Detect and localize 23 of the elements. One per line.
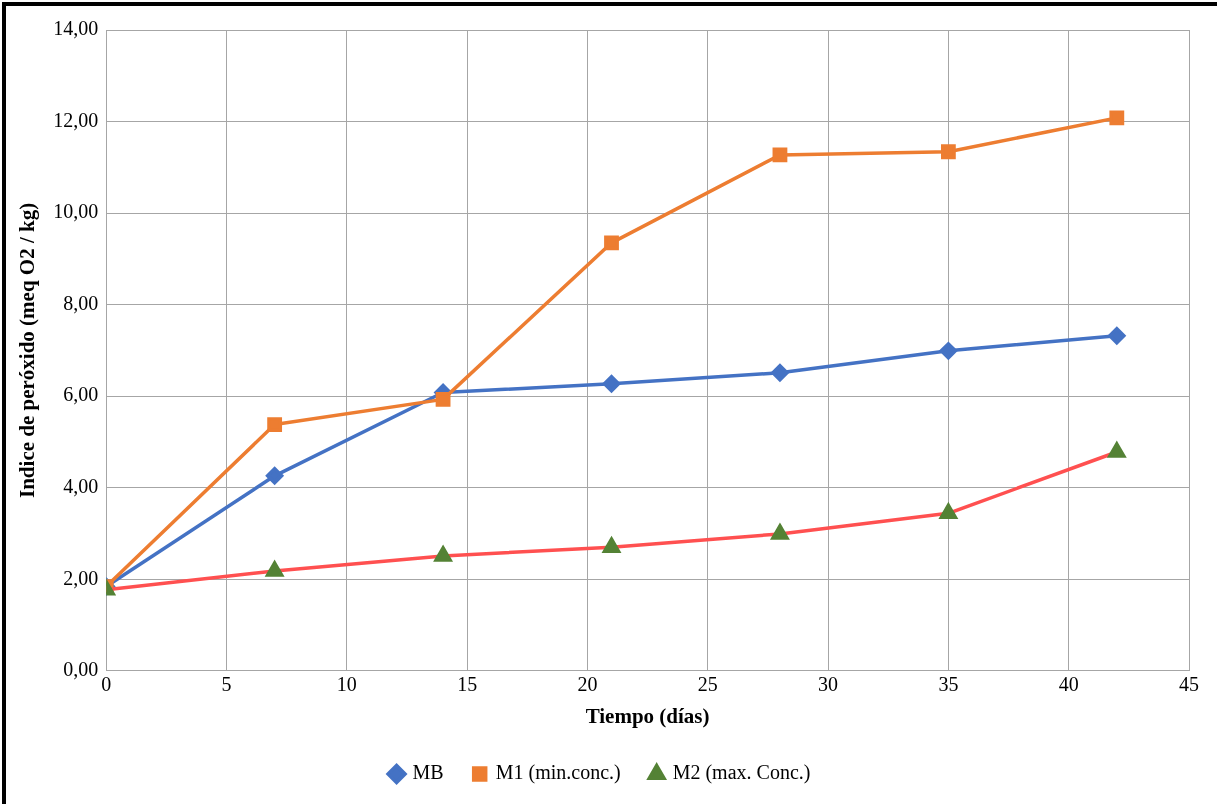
y-tick-label: 0,00	[63, 658, 99, 681]
x-axis-title: Tiempo (días)	[585, 703, 710, 728]
legend-label: M1 (min.conc.)	[495, 761, 621, 785]
x-tick-label: 5	[221, 673, 232, 696]
x-tick-label: 20	[577, 673, 598, 696]
y-tick-label: 2,00	[63, 566, 99, 589]
y-tick-label: 10,00	[53, 200, 99, 223]
x-tick-label: 10	[336, 673, 357, 696]
x-tick-label: 15	[457, 673, 478, 696]
y-tick-label: 4,00	[63, 474, 99, 497]
legend-label: M2 (max. Conc.)	[672, 761, 811, 785]
x-tick-label: 0	[101, 673, 112, 696]
x-tick-label: 40	[1058, 673, 1079, 696]
y-tick-label: 14,00	[53, 17, 99, 40]
x-tick-label: 35	[938, 673, 959, 696]
y-tick-label: 12,00	[53, 108, 99, 131]
x-tick-label: 25	[697, 673, 718, 696]
x-tick-label: 30	[818, 673, 839, 696]
legend-label: MB	[412, 761, 444, 784]
y-axis-title: Indice de peróxido (meq O2 / kg)	[15, 202, 40, 498]
y-tick-label: 8,00	[63, 291, 99, 314]
y-tick-label: 6,00	[63, 383, 99, 406]
x-tick-label: 45	[1179, 673, 1199, 696]
